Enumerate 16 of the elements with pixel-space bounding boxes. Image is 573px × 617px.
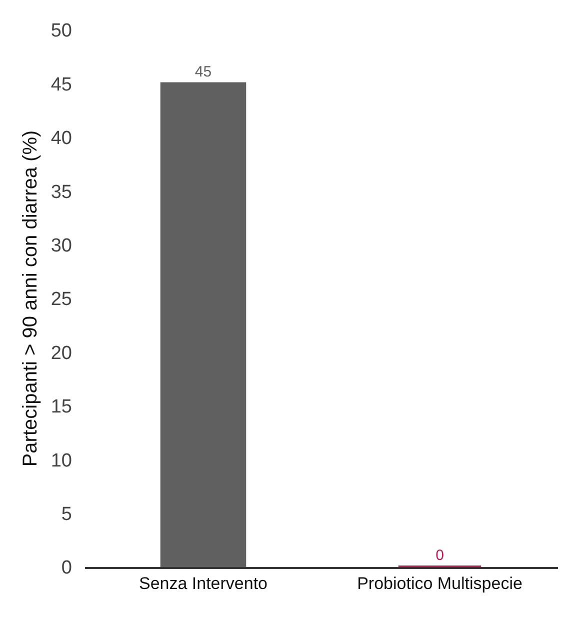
y-tick-label: 30 (50, 235, 72, 256)
y-tick-label: 25 (50, 289, 72, 310)
y-tick-label: 45 (50, 74, 72, 96)
data-label: 45 (194, 64, 212, 81)
y-tick-label: 5 (61, 504, 72, 525)
y-tick-label: 40 (50, 128, 72, 150)
y-tick-label: 50 (50, 20, 72, 42)
y-tick-label: 15 (50, 396, 72, 418)
x-tick-label: Senza Intervento (138, 574, 268, 594)
y-tick-label: 35 (50, 182, 72, 203)
y-tick-label: 20 (50, 342, 72, 364)
y-tick-label: 0 (61, 558, 72, 579)
x-tick-label: Probiotico Multispecie (357, 574, 522, 594)
y-axis-title: Partecipanti > 90 anni con diarrea (%) (19, 130, 42, 467)
y-tick-label: 10 (50, 450, 72, 472)
data-label: 0 (436, 547, 444, 564)
